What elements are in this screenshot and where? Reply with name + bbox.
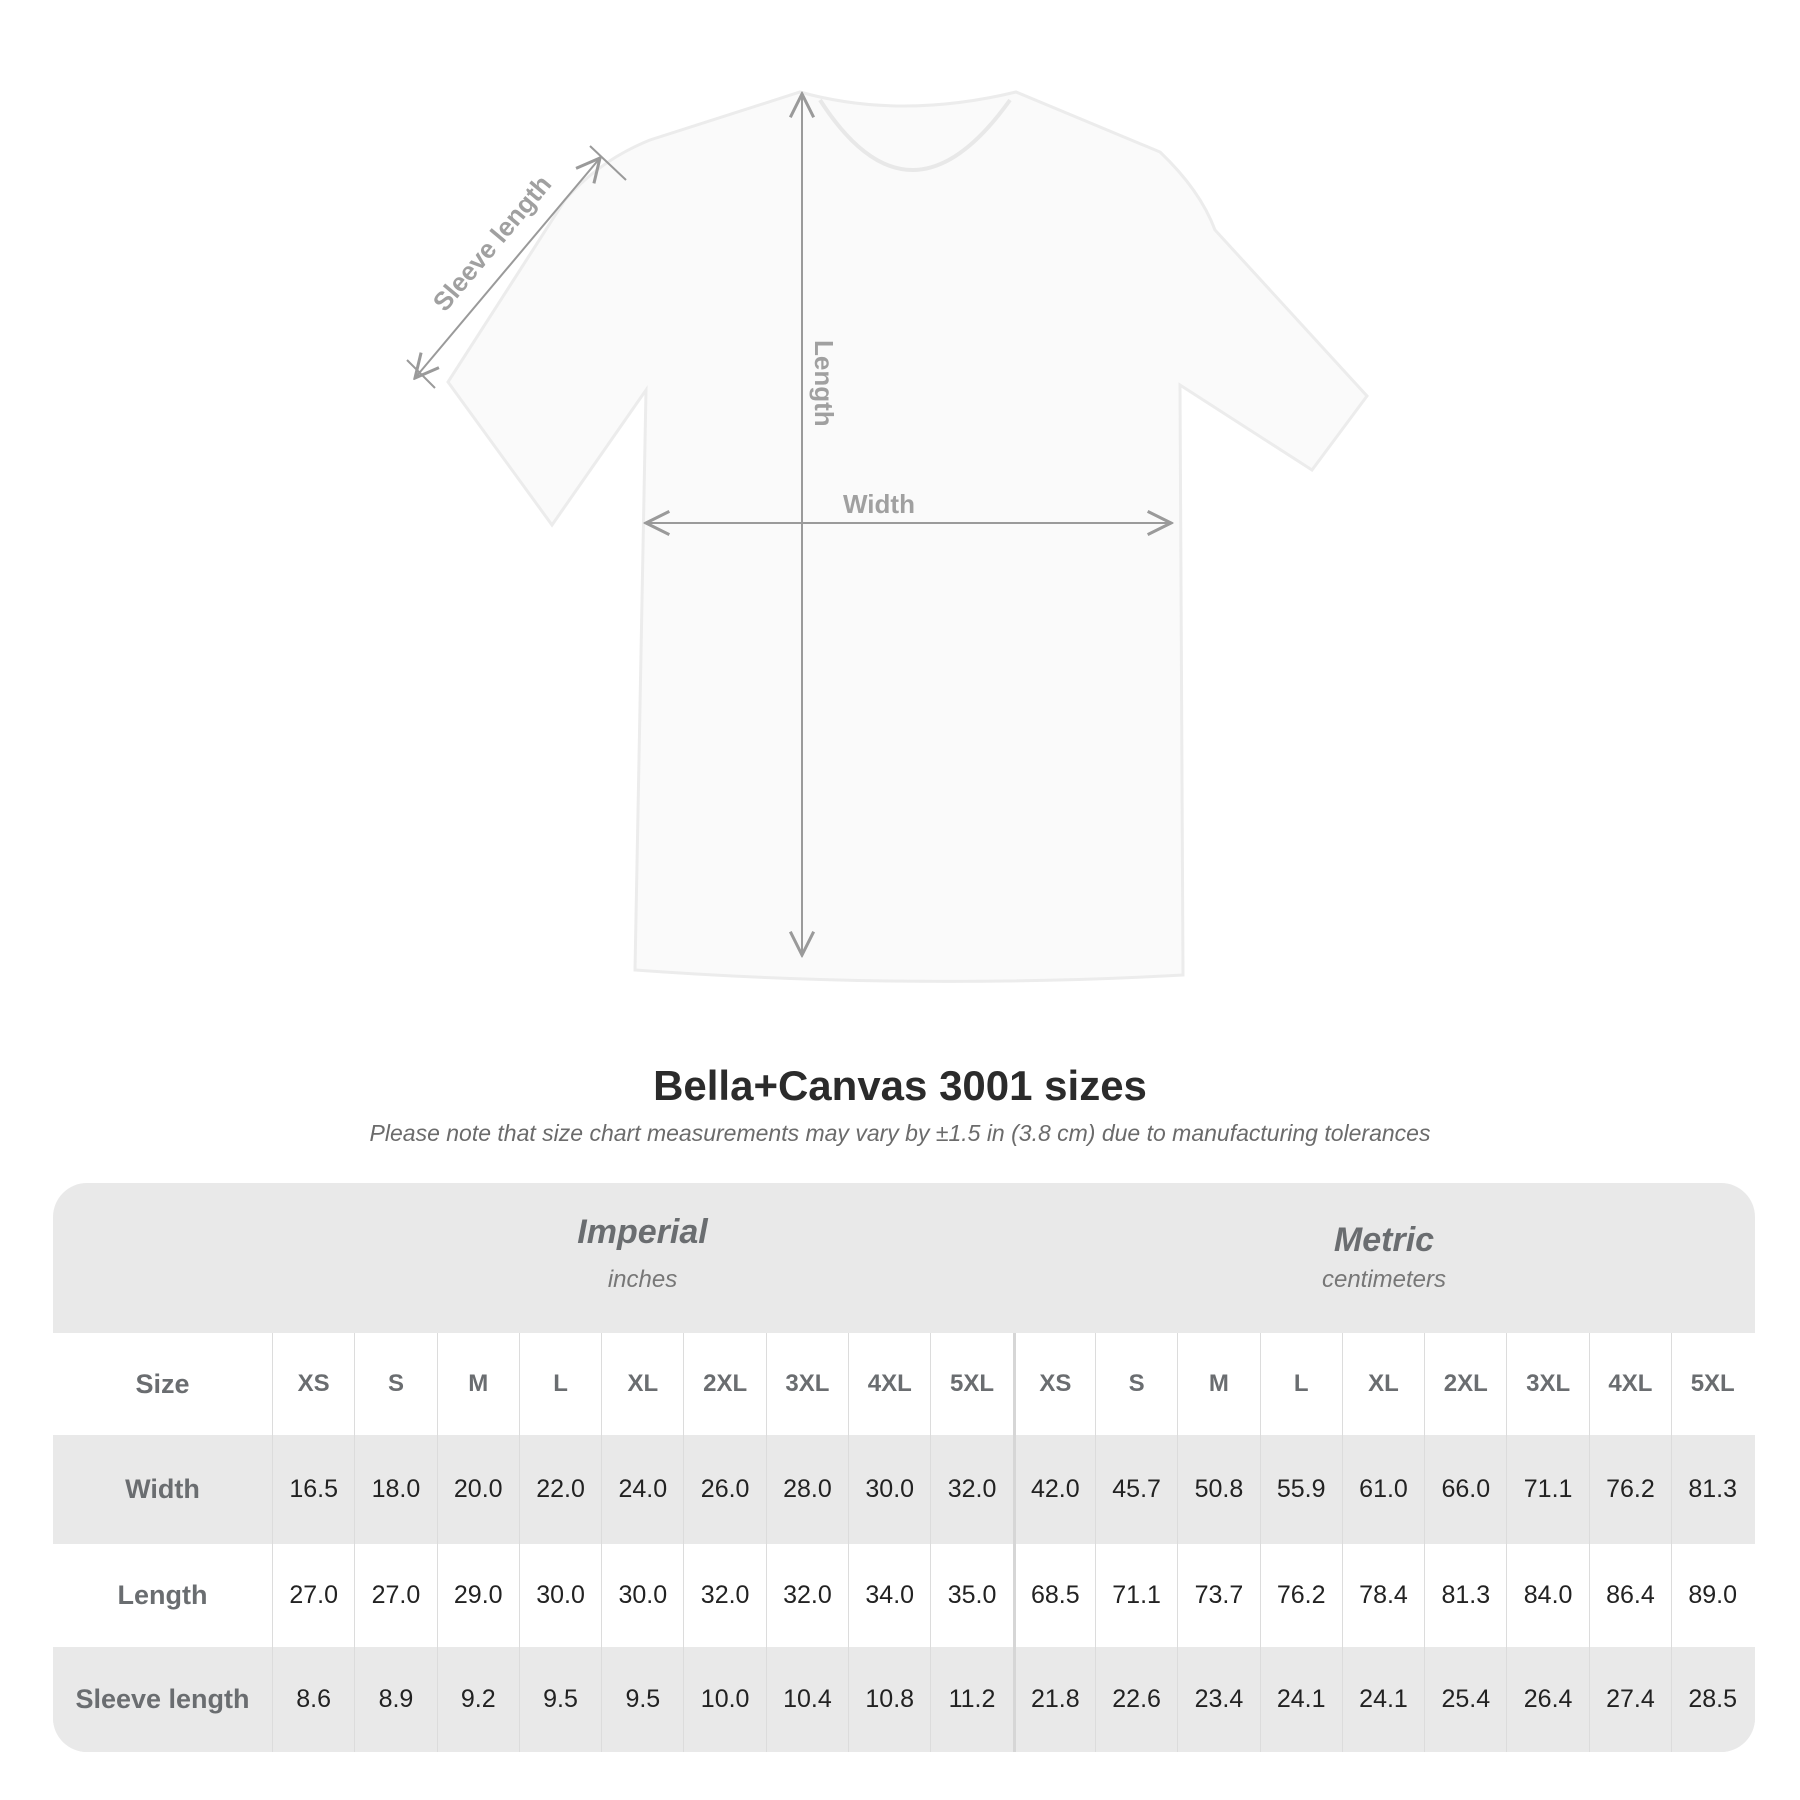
size-grid: Size XS S M L XL 2XL 3XL 4XL 5XL XS S M L XL 2XL 3XL 4XL 5… <box>53 1333 1755 1752</box>
tshirt-shape <box>446 90 1369 983</box>
imperial-value: 30.0 <box>848 1435 930 1544</box>
metric-value: 23.4 <box>1177 1647 1259 1752</box>
imperial-value: 32.0 <box>765 1544 848 1647</box>
metric-value: 55.9 <box>1259 1435 1342 1544</box>
imperial-value: 10.8 <box>848 1647 930 1752</box>
imperial-value: 32.0 <box>930 1435 1012 1544</box>
table-row: Sleeve length 8.6 8.9 9.2 9.5 9.5 10.0 10.4 10.8… <box>53 1647 1755 1752</box>
imperial-value: 20.0 <box>436 1435 519 1544</box>
sleeve-line <box>415 158 600 378</box>
imperial-value: 8.9 <box>354 1647 436 1752</box>
metric-value: 71.1 <box>1506 1435 1588 1544</box>
metric-size-s: S <box>1094 1333 1177 1435</box>
metric-value: 81.3 <box>1671 1435 1753 1544</box>
imperial-size-3xl: 3XL <box>765 1333 848 1435</box>
imperial-value: 18.0 <box>354 1435 436 1544</box>
metric-size-xl: XL <box>1341 1333 1424 1435</box>
imperial-value: 11.2 <box>930 1647 1012 1752</box>
metric-value: 24.1 <box>1259 1647 1342 1752</box>
metric-size-5xl: 5XL <box>1671 1333 1753 1435</box>
imperial-size-4xl: 4XL <box>848 1333 930 1435</box>
metric-value: 25.4 <box>1424 1647 1506 1752</box>
tshirt-diagram: Sleeve length Length Width <box>406 90 1369 983</box>
imperial-value: 24.0 <box>601 1435 683 1544</box>
imperial-value: 27.0 <box>354 1544 436 1647</box>
imperial-value: 32.0 <box>683 1544 765 1647</box>
metric-value: 84.0 <box>1506 1544 1588 1647</box>
metric-value: 61.0 <box>1341 1435 1424 1544</box>
metric-value: 22.6 <box>1094 1647 1177 1752</box>
metric-value: 68.5 <box>1012 1544 1095 1647</box>
row-label: Width <box>125 1474 200 1504</box>
metric-value: 21.8 <box>1012 1647 1095 1752</box>
length-label: Length <box>809 340 839 427</box>
metric-value: 73.7 <box>1177 1544 1259 1647</box>
imperial-size-xl: XL <box>601 1333 683 1435</box>
metric-size-4xl: 4XL <box>1588 1333 1671 1435</box>
imperial-value: 27.0 <box>272 1544 354 1647</box>
imperial-header: Imperial inches <box>577 1213 708 1293</box>
imperial-value: 8.6 <box>272 1647 354 1752</box>
metric-value: 24.1 <box>1341 1647 1424 1752</box>
metric-value: 50.8 <box>1177 1435 1259 1544</box>
imperial-size-l: L <box>518 1333 601 1435</box>
imperial-value: 10.0 <box>683 1647 765 1752</box>
imperial-value: 35.0 <box>930 1544 1012 1647</box>
metric-value: 27.4 <box>1588 1647 1671 1752</box>
tolerance-note: Please note that size chart measurements… <box>369 1120 1431 1146</box>
width-label: Width <box>843 489 915 519</box>
metric-size-2xl: 2XL <box>1424 1333 1506 1435</box>
table-row: Length 27.0 27.0 29.0 30.0 30.0 32.0 32.0 34.0 35… <box>53 1544 1755 1647</box>
size-table: Imperial inches Metric centimeters Size X… <box>53 1183 1755 1752</box>
imperial-value: 9.2 <box>436 1647 519 1752</box>
metric-value: 89.0 <box>1671 1544 1753 1647</box>
imperial-value: 22.0 <box>518 1435 601 1544</box>
imperial-size-xs: XS <box>272 1333 354 1435</box>
metric-size-3xl: 3XL <box>1506 1333 1588 1435</box>
imperial-value: 29.0 <box>436 1544 519 1647</box>
metric-value: 76.2 <box>1259 1544 1342 1647</box>
metric-size-l: L <box>1259 1333 1342 1435</box>
metric-value: 28.5 <box>1671 1647 1753 1752</box>
metric-header: Metric centimeters <box>1321 1221 1447 1293</box>
imperial-value: 30.0 <box>601 1544 683 1647</box>
imperial-value: 9.5 <box>518 1647 601 1752</box>
metric-value: 71.1 <box>1094 1544 1177 1647</box>
metric-value: 45.7 <box>1094 1435 1177 1544</box>
size-label: Size <box>135 1368 190 1399</box>
imperial-size-s: S <box>354 1333 436 1435</box>
table-row: Width 16.5 18.0 20.0 22.0 24.0 26.0 28.0 30.0 32.… <box>53 1435 1755 1544</box>
imperial-size-2xl: 2XL <box>683 1333 765 1435</box>
metric-value: 66.0 <box>1424 1435 1506 1544</box>
size-header-row: Size XS S M L XL 2XL 3XL 4XL 5XL XS S M L XL 2XL 3XL 4XL 5… <box>53 1333 1755 1435</box>
imperial-value: 34.0 <box>848 1544 930 1647</box>
metric-size-xs: XS <box>1012 1333 1095 1435</box>
metric-value: 42.0 <box>1012 1435 1095 1544</box>
imperial-size-5xl: 5XL <box>930 1333 1012 1435</box>
imperial-value: 16.5 <box>272 1435 354 1544</box>
page-title: Bella+Canvas 3001 sizes <box>653 1062 1147 1109</box>
metric-value: 78.4 <box>1341 1544 1424 1647</box>
imperial-size-m: M <box>436 1333 519 1435</box>
imperial-value: 10.4 <box>765 1647 848 1752</box>
metric-value: 26.4 <box>1506 1647 1588 1752</box>
imperial-value: 28.0 <box>765 1435 848 1544</box>
imperial-value: 30.0 <box>518 1544 601 1647</box>
metric-value: 86.4 <box>1588 1544 1671 1647</box>
imperial-value: 26.0 <box>683 1435 765 1544</box>
metric-value: 81.3 <box>1424 1544 1506 1647</box>
row-label: Sleeve length <box>75 1684 250 1714</box>
row-label: Length <box>117 1580 208 1610</box>
imperial-value: 9.5 <box>601 1647 683 1752</box>
metric-size-m: M <box>1177 1333 1259 1435</box>
metric-value: 76.2 <box>1588 1435 1671 1544</box>
